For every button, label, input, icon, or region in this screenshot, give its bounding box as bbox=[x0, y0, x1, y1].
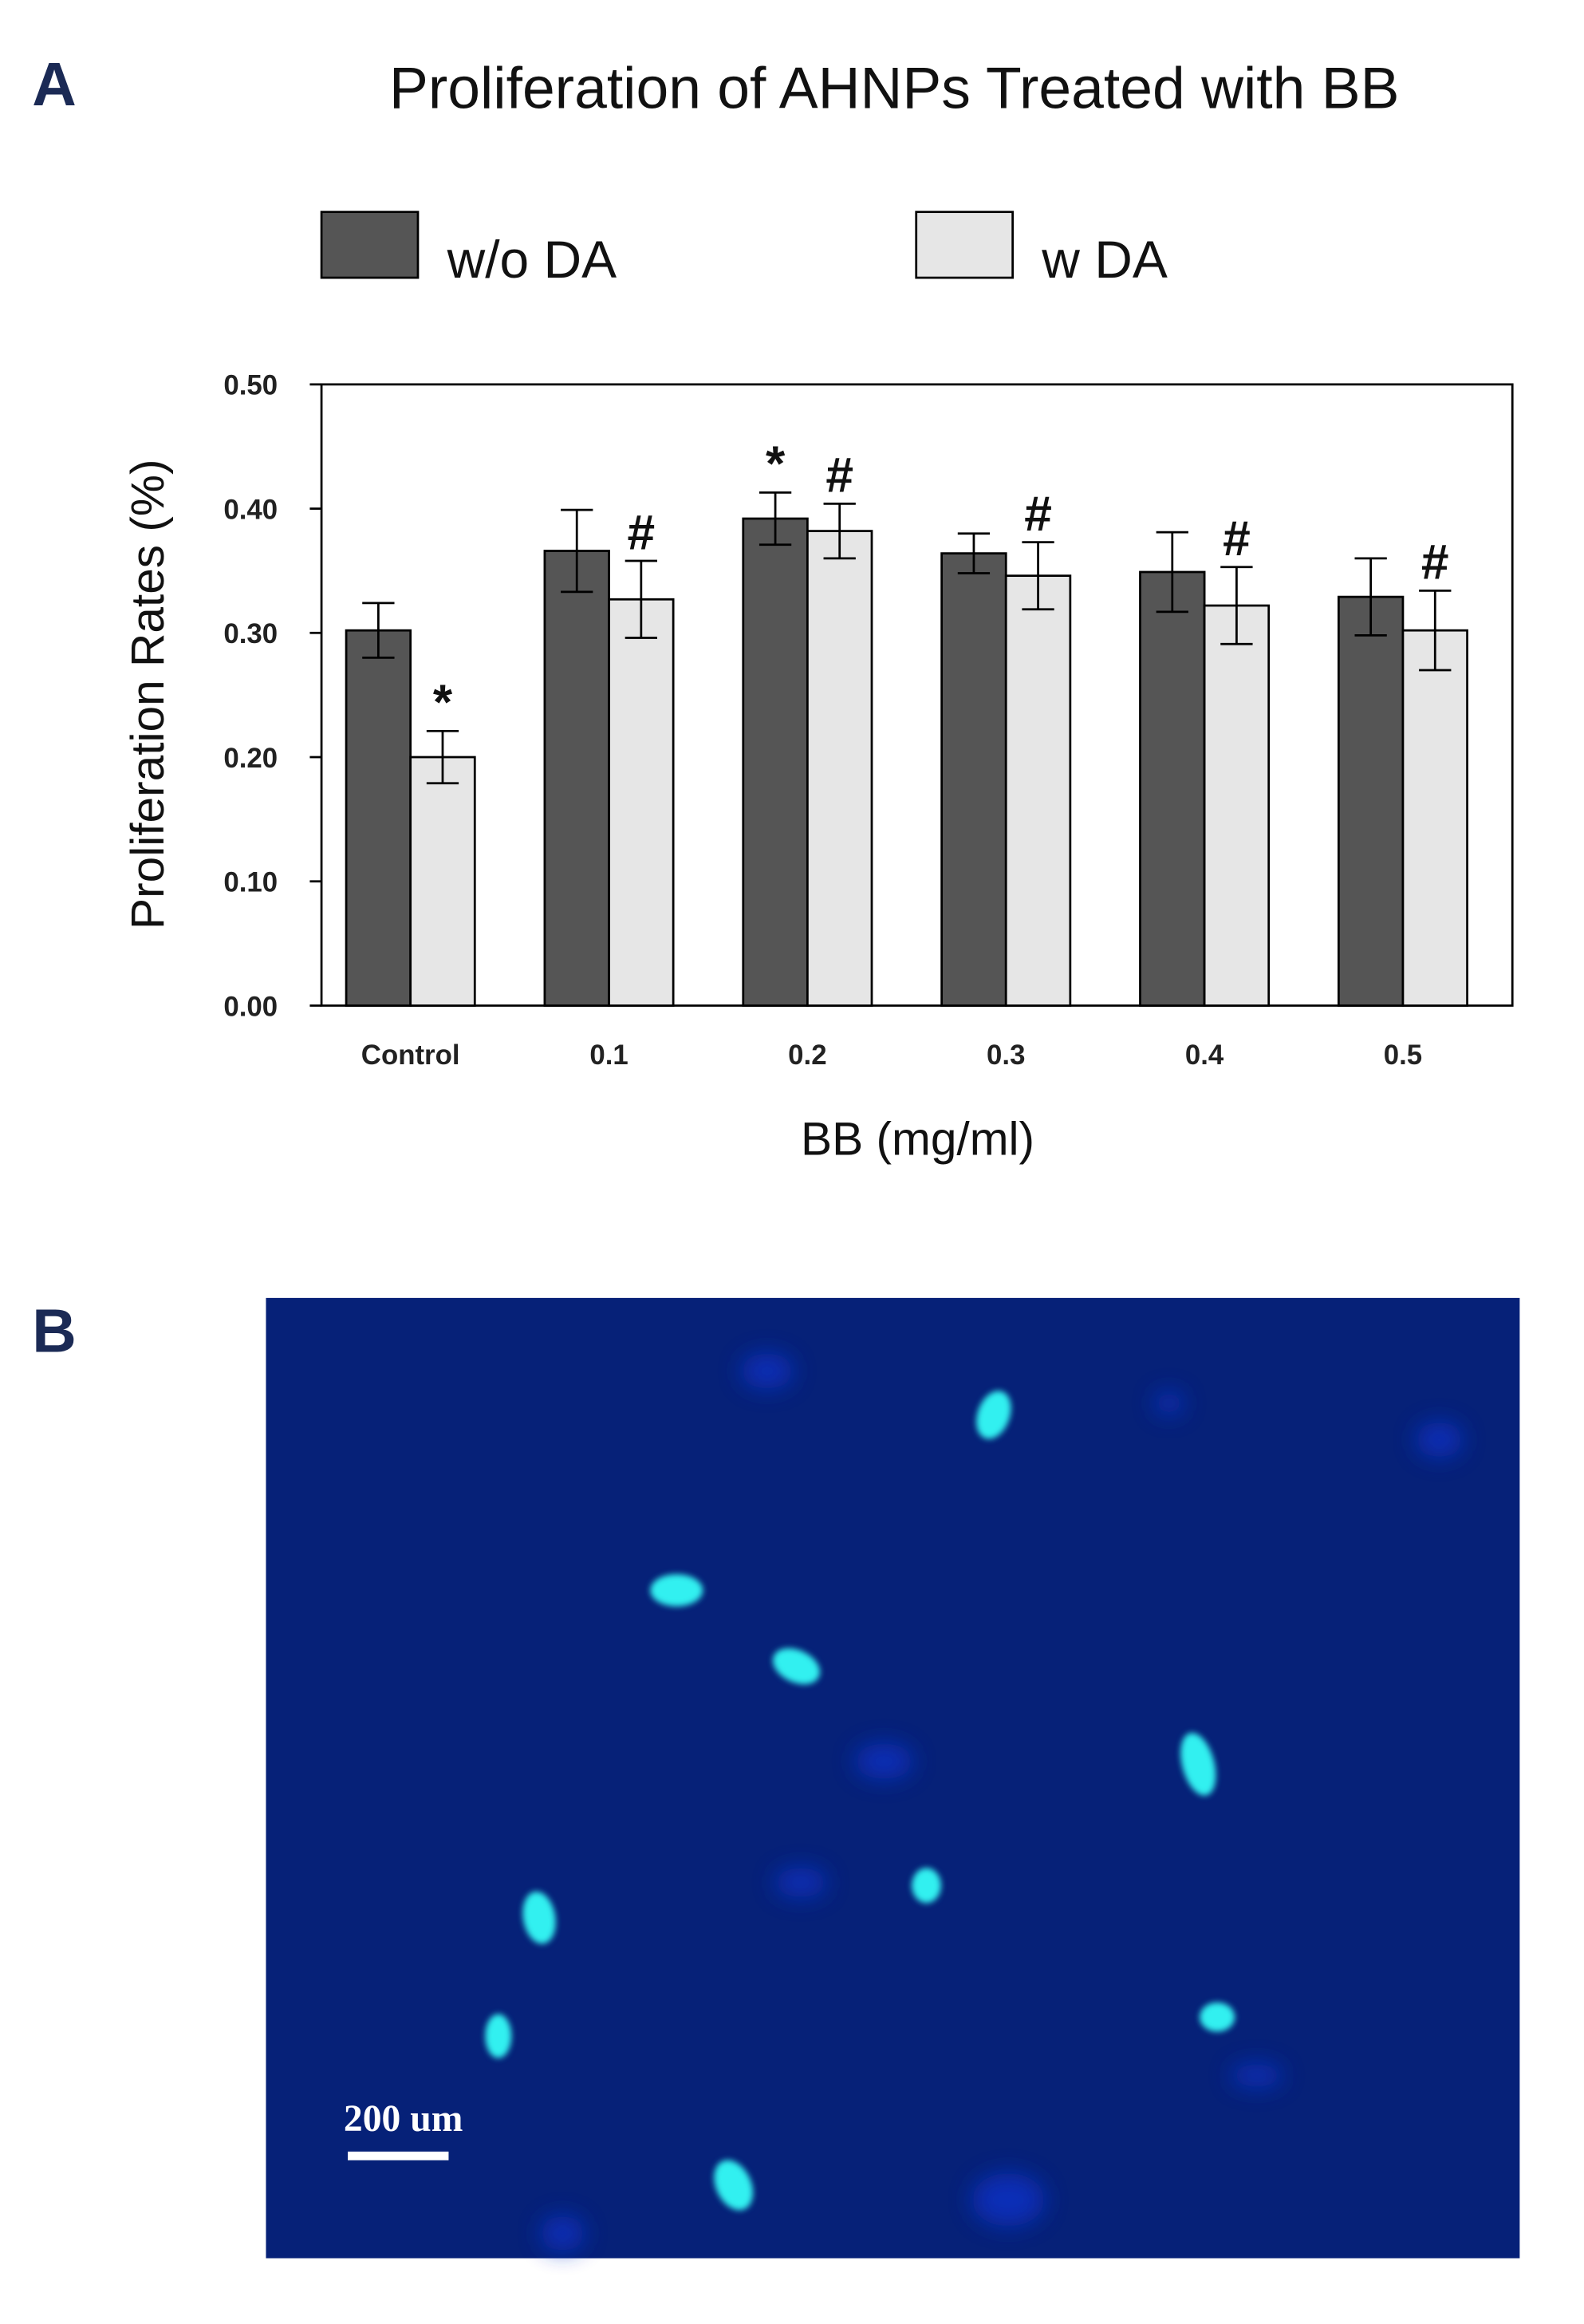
error-bar bbox=[625, 559, 657, 639]
legend-swatch bbox=[320, 211, 420, 279]
bar bbox=[742, 517, 809, 1007]
bar bbox=[940, 552, 1007, 1007]
bar bbox=[806, 530, 873, 1007]
y-axis-label: Proliferation Rates (%) bbox=[122, 459, 174, 929]
error-bar bbox=[362, 602, 395, 659]
bar bbox=[608, 598, 675, 1007]
y-tick-label: 0.30 bbox=[223, 618, 278, 649]
legend-swatch bbox=[915, 211, 1015, 279]
significance-mark: # bbox=[825, 448, 853, 503]
significance-mark: * bbox=[766, 437, 786, 492]
x-tick-label: 0.3 bbox=[987, 1040, 1025, 1071]
x-tick-label: Control bbox=[361, 1040, 460, 1071]
significance-mark: * bbox=[433, 676, 453, 731]
bar bbox=[1401, 629, 1468, 1007]
y-tick-label: 0.40 bbox=[223, 494, 278, 525]
error-bar bbox=[823, 502, 856, 560]
plot-frame bbox=[320, 383, 1514, 1007]
y-tick-label: 0.50 bbox=[223, 370, 278, 401]
chart-title: Proliferation of AHNPs Treated with BB bbox=[389, 56, 1399, 121]
bar bbox=[409, 756, 476, 1007]
bar bbox=[345, 629, 412, 1007]
x-tick-label: 0.1 bbox=[589, 1040, 628, 1071]
significance-mark: # bbox=[628, 505, 656, 560]
y-tick-label: 0.00 bbox=[223, 991, 278, 1022]
micrograph: 200 um bbox=[266, 1297, 1520, 2259]
bright-nuclei bbox=[485, 1391, 1235, 2211]
x-tick-label: 0.4 bbox=[1185, 1040, 1224, 1071]
bar bbox=[1337, 595, 1405, 1007]
bar bbox=[1004, 574, 1072, 1007]
error-bar bbox=[1022, 541, 1054, 611]
error-bar bbox=[1156, 531, 1188, 614]
error-bar bbox=[561, 508, 593, 594]
legend-label: w/o DA bbox=[447, 230, 617, 289]
error-bar bbox=[1220, 566, 1253, 645]
dim-cells bbox=[540, 1353, 1463, 2251]
y-tick-label: 0.10 bbox=[223, 867, 278, 898]
panel-label: A bbox=[32, 50, 77, 119]
bar bbox=[543, 550, 610, 1007]
significance-mark: # bbox=[1223, 511, 1251, 566]
bar bbox=[1203, 604, 1271, 1007]
x-tick-label: 0.5 bbox=[1384, 1040, 1422, 1071]
scale-label: 200 um bbox=[344, 2098, 463, 2140]
panel-label: B bbox=[32, 1297, 77, 1366]
x-tick-label: 0.2 bbox=[788, 1040, 826, 1071]
x-axis-label: BB (mg/ml) bbox=[801, 1113, 1034, 1165]
error-bar bbox=[1419, 589, 1452, 672]
significance-mark: # bbox=[1024, 487, 1052, 542]
y-tick-label: 0.20 bbox=[223, 743, 278, 774]
error-bar bbox=[957, 532, 991, 574]
error-bar bbox=[426, 729, 459, 785]
legend-label: w DA bbox=[1041, 230, 1168, 289]
significance-mark: # bbox=[1421, 535, 1449, 590]
error-bar bbox=[1354, 557, 1387, 637]
error-bar bbox=[759, 491, 792, 546]
bar bbox=[1139, 570, 1206, 1007]
micrograph-background bbox=[266, 1297, 1520, 2259]
